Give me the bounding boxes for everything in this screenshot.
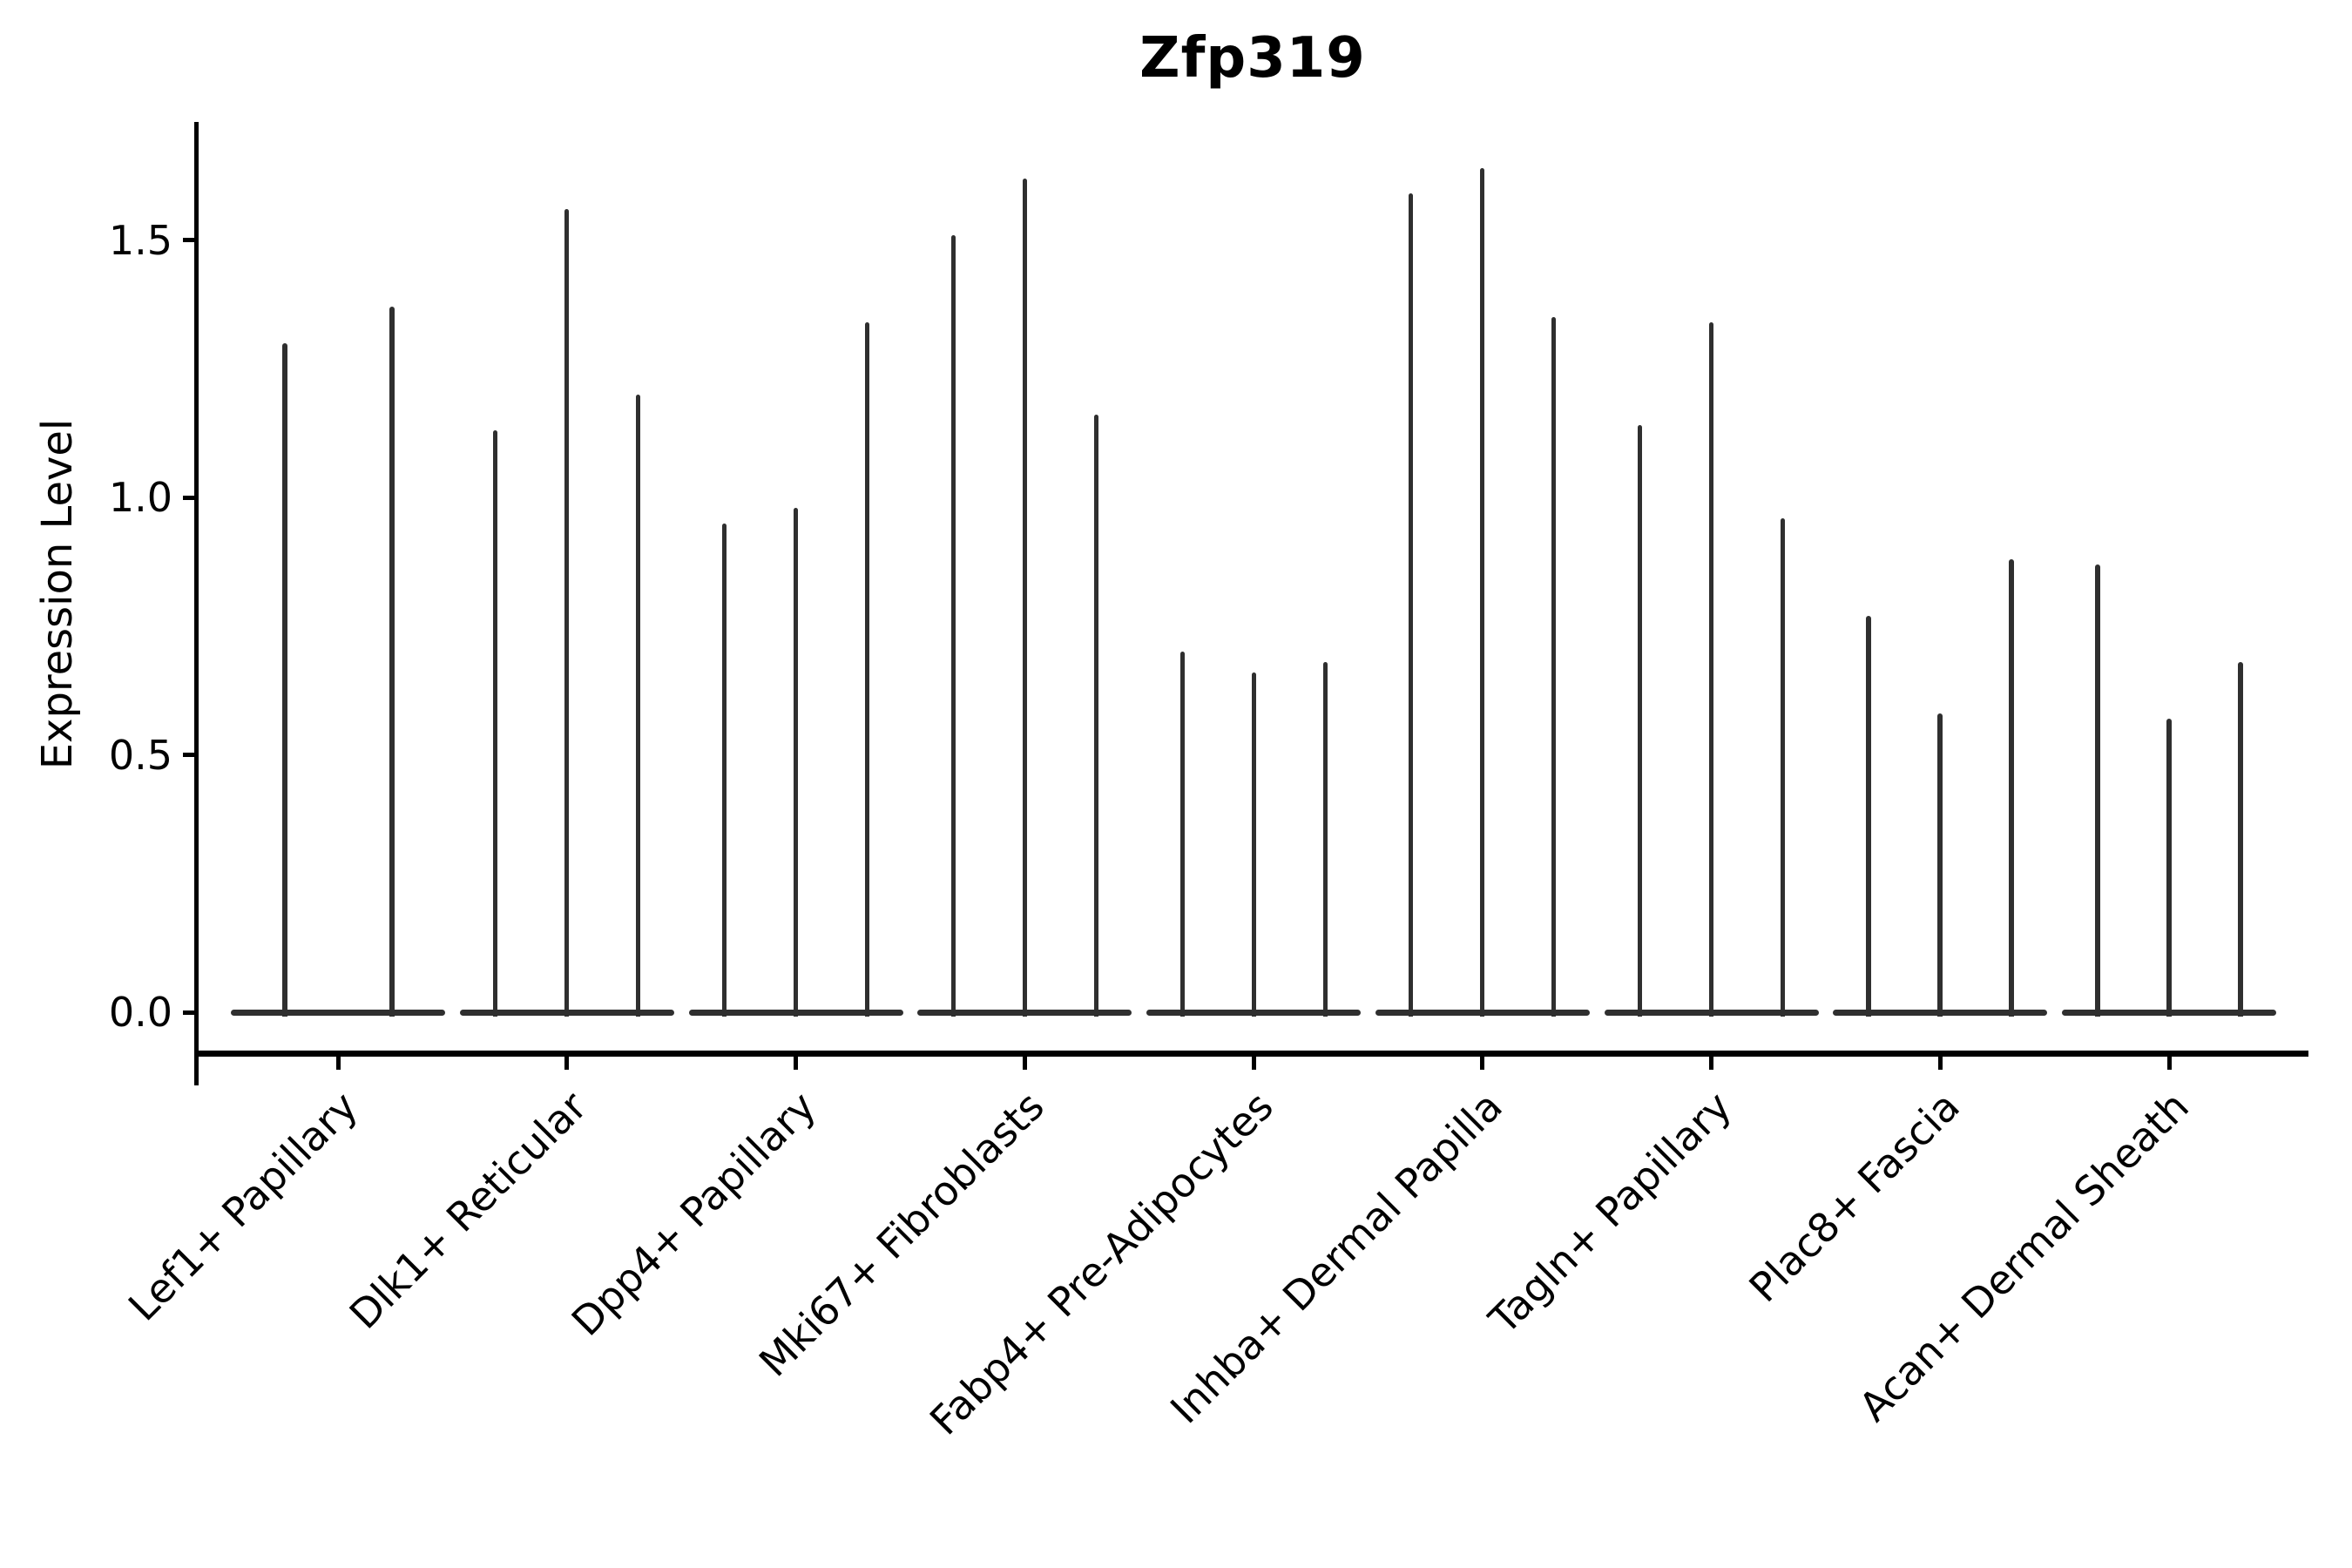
y-tick-mark bbox=[183, 1010, 195, 1015]
y-tick-mark bbox=[183, 753, 195, 757]
violin-spike bbox=[281, 342, 287, 1017]
violin-spike bbox=[1638, 425, 1642, 1017]
violin-spike bbox=[1781, 517, 1785, 1017]
x-tick-mark bbox=[794, 1054, 798, 1070]
violin-spike bbox=[2166, 719, 2172, 1017]
violin-spike bbox=[389, 307, 395, 1017]
x-tick-mark bbox=[1022, 1054, 1027, 1070]
violin-spike bbox=[1093, 415, 1098, 1017]
x-tick-mark bbox=[1480, 1054, 1485, 1070]
y-tick-mark bbox=[183, 495, 195, 500]
violin-spike bbox=[1409, 193, 1414, 1017]
left-spine bbox=[194, 122, 199, 1085]
violin-spike bbox=[1551, 317, 1557, 1017]
x-tick-mark bbox=[2166, 1054, 2172, 1070]
violin-spike bbox=[1480, 167, 1485, 1017]
violin-spike bbox=[794, 507, 798, 1017]
y-tick-label: 0.0 bbox=[108, 989, 172, 1036]
bottom-spine bbox=[194, 1051, 2308, 1057]
y-tick-mark bbox=[183, 238, 195, 242]
violin-spike bbox=[1022, 178, 1027, 1017]
violin-spike bbox=[1937, 713, 1943, 1017]
violin-spike bbox=[1179, 652, 1185, 1017]
violin-spike bbox=[722, 523, 727, 1017]
violin-spike bbox=[636, 394, 641, 1017]
violin-spike bbox=[2009, 558, 2015, 1017]
x-tick-mark bbox=[1937, 1054, 1943, 1070]
x-tick-mark bbox=[335, 1054, 341, 1070]
y-tick-label: 1.0 bbox=[108, 474, 172, 521]
violin-spike bbox=[1251, 672, 1256, 1017]
violin-spike bbox=[493, 430, 498, 1017]
chart-title: Zfp319 bbox=[1139, 26, 1366, 91]
violin-spike bbox=[564, 209, 570, 1017]
y-tick-label: 1.5 bbox=[108, 216, 172, 264]
x-tick-mark bbox=[1251, 1054, 1256, 1070]
violin-spike bbox=[1866, 615, 1872, 1017]
violin-spike bbox=[865, 322, 869, 1017]
violin-spike bbox=[2238, 662, 2243, 1017]
violin-base bbox=[231, 1009, 445, 1016]
x-tick-mark bbox=[1709, 1054, 1713, 1070]
violin-spike bbox=[1322, 662, 1328, 1017]
violin-spike bbox=[2095, 564, 2100, 1017]
x-tick-mark bbox=[564, 1054, 570, 1070]
violin-spike bbox=[1709, 322, 1713, 1017]
violin-spike bbox=[950, 234, 956, 1017]
y-tick-label: 0.5 bbox=[108, 731, 172, 779]
